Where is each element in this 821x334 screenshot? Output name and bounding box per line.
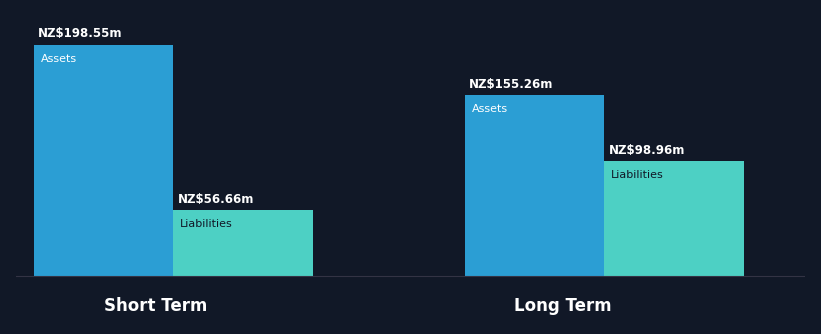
Bar (34, 44, 173, 276)
Text: NZ$155.26m: NZ$155.26m (470, 78, 553, 91)
Text: Assets: Assets (472, 104, 508, 114)
Text: Long Term: Long Term (514, 297, 612, 315)
Bar (173, 210, 313, 276)
Bar (465, 95, 604, 276)
Text: Liabilities: Liabilities (612, 170, 664, 180)
Text: Assets: Assets (41, 54, 77, 64)
Text: Liabilities: Liabilities (180, 219, 233, 229)
Text: NZ$56.66m: NZ$56.66m (177, 193, 254, 206)
Text: Short Term: Short Term (103, 297, 207, 315)
Bar (604, 161, 744, 276)
Text: NZ$98.96m: NZ$98.96m (608, 144, 685, 157)
Text: NZ$198.55m: NZ$198.55m (39, 27, 122, 40)
